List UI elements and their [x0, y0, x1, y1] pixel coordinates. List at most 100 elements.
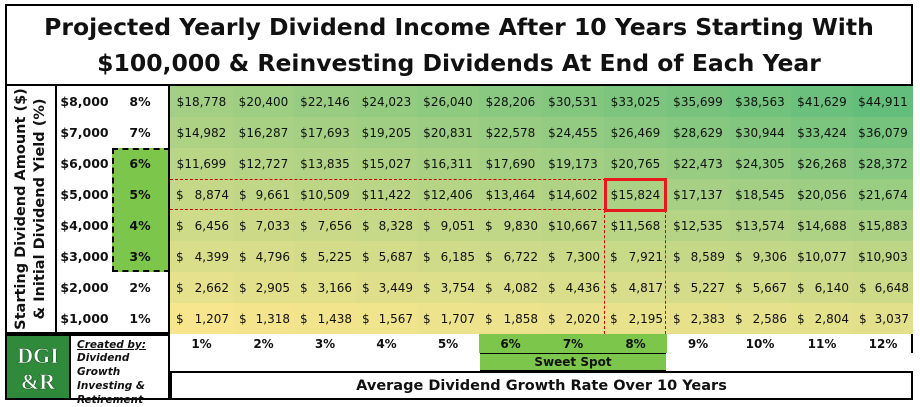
heatmap-cell: $33,424	[791, 117, 853, 148]
heatmap-cell: $5,687	[356, 241, 417, 272]
heatmap-cell: $1,567	[356, 303, 417, 334]
heatmap-cell: $2,586	[729, 303, 791, 334]
heatmap-cell: $2,383	[667, 303, 729, 334]
heatmap-cell: $21,674	[853, 179, 913, 210]
heatmap-cell: $4,817	[604, 272, 667, 303]
heatmap-cell: $9,051	[417, 210, 479, 241]
heatmap-cell: $38,563	[729, 86, 791, 117]
growth-rate-label: 8%	[604, 334, 667, 353]
heatmap-cell: $1,858	[479, 303, 542, 334]
heatmap-cell: $24,305	[729, 148, 791, 179]
heatmap-grid: $18,778 $20,400 $22,146 $24,023 $26,040 $28,2…	[170, 86, 913, 334]
heatmap-cell: $11,699	[170, 148, 233, 179]
y-axis-label-line-1: Starting Dividend Amount ($)	[13, 88, 29, 330]
growth-rate-label: 7%	[542, 334, 604, 353]
growth-rate-axis: 1% 2% 3% 4% 5% 6% 7% 8% 9% 10% 11% 12%	[170, 334, 913, 353]
heatmap-cell: $4,399	[170, 241, 233, 272]
heatmap-cell: $6,185	[417, 241, 479, 272]
heatmap-cell: $17,693	[294, 117, 356, 148]
chart-title: Projected Yearly Dividend Income After 1…	[5, 4, 913, 86]
credit-line-2: Investing &	[77, 380, 146, 392]
heatmap-cell: $3,037	[853, 303, 913, 334]
credit-line-1: Dividend Growth	[77, 352, 130, 378]
heatmap-cell: $8,589	[667, 241, 729, 272]
heatmap-cell: $26,469	[604, 117, 667, 148]
heatmap-cell: $28,372	[853, 148, 913, 179]
starting-amount-label: $2,000	[60, 280, 109, 295]
initial-yield-label: 4%	[112, 210, 168, 241]
credit-heading: Created by:	[77, 339, 146, 351]
heatmap-cell: $3,166	[294, 272, 356, 303]
dgir-logo: DGI &R	[5, 334, 71, 400]
heatmap-cell: $15,883	[853, 210, 913, 241]
growth-rate-label: 2%	[253, 336, 274, 351]
heatmap-cell: $8,874	[170, 179, 233, 210]
heatmap-cell: $14,982	[170, 117, 233, 148]
growth-rate-label: 1%	[191, 336, 212, 351]
growth-rate-label: 11%	[807, 336, 837, 351]
y-axis-label-line-2: & Initial Dividend Yield (%)	[32, 98, 48, 320]
heatmap-cell: $7,300	[542, 241, 604, 272]
heatmap-cell: $2,662	[170, 272, 233, 303]
heatmap-cell: $19,173	[542, 148, 604, 179]
svg-text:DGI: DGI	[17, 343, 59, 368]
growth-rate-label: 3%	[314, 336, 336, 351]
starting-amount-column: $8,000 $7,000 $6,000 $5,000 $4,000 $3,000 $2,0…	[57, 86, 112, 334]
heatmap-cell: $2,195	[604, 303, 667, 334]
starting-amount-label: $1,000	[60, 311, 109, 326]
starting-amount-label: $6,000	[60, 156, 109, 171]
heatmap-cell: $22,578	[479, 117, 542, 148]
heatmap-cell: $22,473	[667, 148, 729, 179]
initial-yield-label: 6%	[112, 148, 168, 179]
heatmap-cell: $10,903	[853, 241, 913, 272]
heatmap-cell: $26,268	[791, 148, 853, 179]
svg-text:&R: &R	[21, 369, 56, 394]
heatmap-cell: $24,023	[356, 86, 417, 117]
heatmap-cell: $5,225	[294, 241, 356, 272]
credit-box: Created by: Dividend Growth Investing & …	[71, 334, 170, 406]
heatmap-cell: $7,656	[294, 210, 356, 241]
growth-rate-label: 9%	[687, 336, 709, 351]
heatmap-cell: $11,422	[356, 179, 417, 210]
heatmap-cell: $20,400	[233, 86, 294, 117]
heatmap-cell: $12,727	[233, 148, 294, 179]
heatmap-cell: $28,629	[667, 117, 729, 148]
heatmap-cell: $13,835	[294, 148, 356, 179]
heatmap-cell: $1,207	[170, 303, 233, 334]
heatmap-cell: $5,227	[667, 272, 729, 303]
initial-yield-label: 7%	[129, 125, 151, 140]
heatmap-cell: $36,079	[853, 117, 913, 148]
heatmap-cell: $6,140	[791, 272, 853, 303]
heatmap-cell: $2,905	[233, 272, 294, 303]
heatmap-cell: $7,921	[604, 241, 667, 272]
initial-yield-label: 1%	[129, 311, 151, 326]
heatmap-cell: $5,667	[729, 272, 791, 303]
heatmap-cell: $16,311	[417, 148, 479, 179]
heatmap-cell: $18,778	[170, 86, 233, 117]
credit-line-3: Retirement	[77, 394, 144, 406]
initial-yield-label: 3%	[112, 241, 168, 272]
heatmap-cell: $9,306	[729, 241, 791, 272]
heatmap-cell: $12,535	[667, 210, 729, 241]
heatmap-cell: $3,754	[417, 272, 479, 303]
heatmap-cell: $1,318	[233, 303, 294, 334]
heatmap-cell: $20,831	[417, 117, 479, 148]
heatmap-cell: $44,911	[853, 86, 913, 117]
heatmap-cell: $4,796	[233, 241, 294, 272]
initial-yield-label: 5%	[112, 179, 168, 210]
starting-amount-label: $4,000	[60, 218, 109, 233]
starting-amount-label: $7,000	[60, 125, 109, 140]
initial-yield-label: 2%	[129, 280, 151, 295]
initial-yield-label: 8%	[129, 94, 151, 109]
heatmap-cell: $19,205	[356, 117, 417, 148]
heatmap-cell: $10,077	[791, 241, 853, 272]
heatmap-cell: $17,137	[667, 179, 729, 210]
heatmap-cell: $17,690	[479, 148, 542, 179]
heatmap-cell: $10,667	[542, 210, 604, 241]
heatmap-cell: $30,531	[542, 86, 604, 117]
heatmap-cell: $2,804	[791, 303, 853, 334]
starting-amount-label: $8,000	[60, 94, 109, 109]
heatmap-cell: $11,568	[604, 210, 667, 241]
heatmap-cell: $2,020	[542, 303, 604, 334]
heatmap-cell: $4,082	[479, 272, 542, 303]
